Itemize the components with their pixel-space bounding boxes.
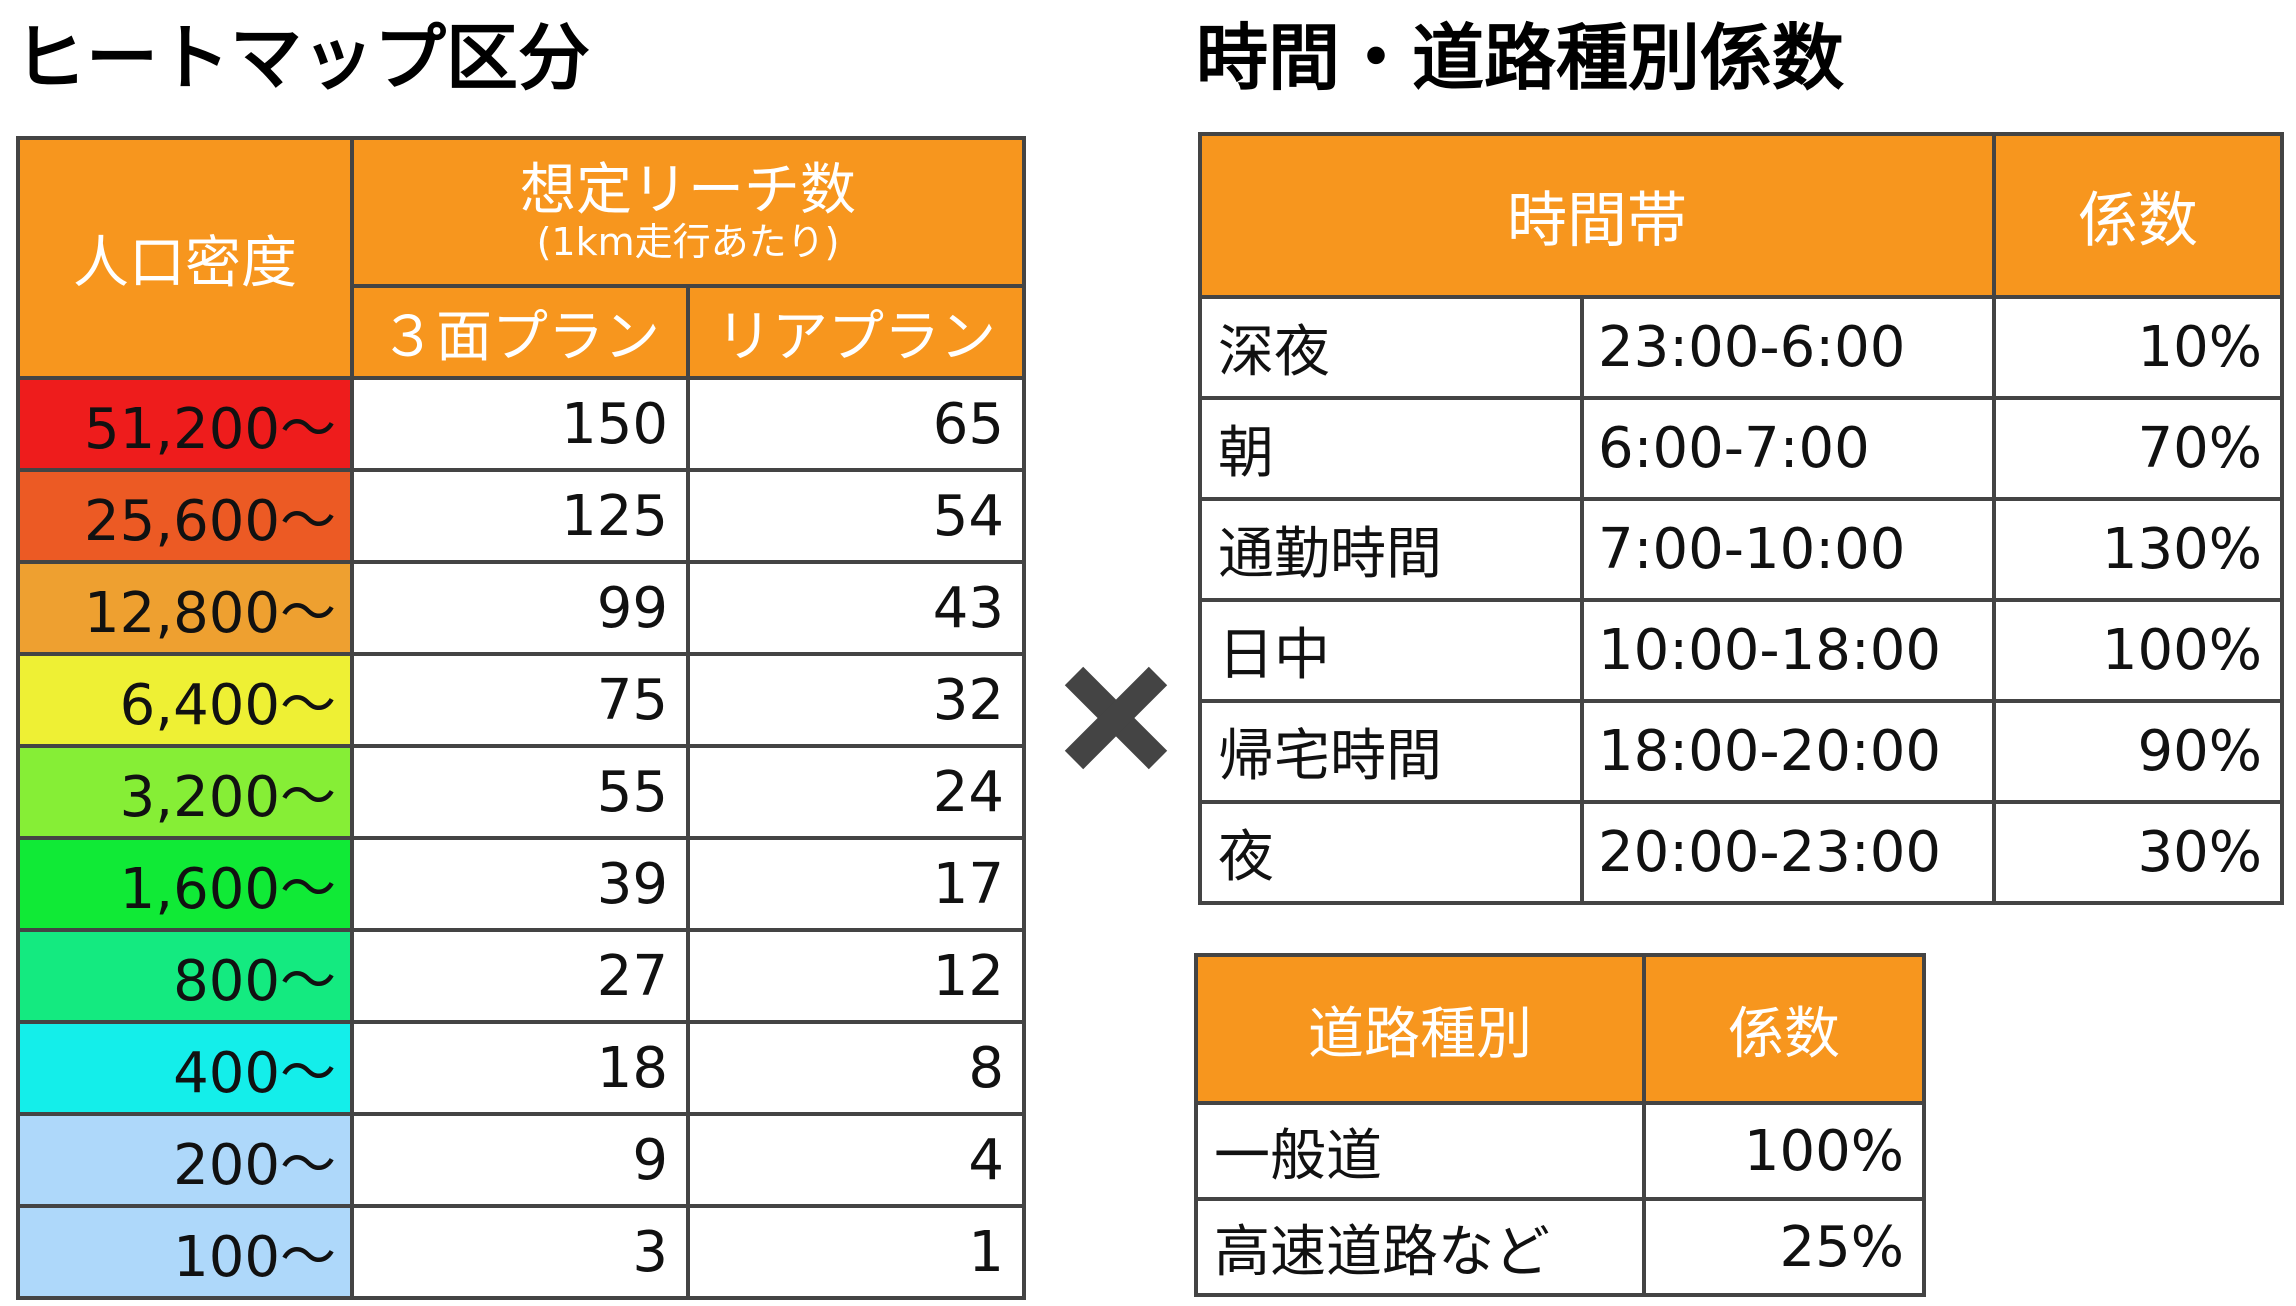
table-row: 通勤時間 7:00-10:00 130% [1198, 497, 2284, 602]
table-row: 帰宅時間 18:00-20:00 90% [1198, 699, 2284, 804]
table-row: 夜 20:00-23:00 30% [1198, 800, 2284, 905]
times-icon [1064, 666, 1168, 770]
header-plan3: ３面プラン [350, 284, 690, 380]
table-row: 12,800〜 99 43 [16, 560, 1026, 656]
time-range-cell: 20:00-23:00 [1580, 800, 1996, 905]
plan3-cell: 9 [350, 1112, 690, 1208]
plan3-cell: 150 [350, 376, 690, 472]
plan3-cell: 39 [350, 836, 690, 932]
density-cell: 12,800〜 [16, 560, 354, 656]
road-name-cell: 高速道路など [1194, 1197, 1646, 1297]
plan3-cell: 27 [350, 928, 690, 1024]
header-time: 時間帯 [1198, 132, 1996, 299]
density-cell: 1,600〜 [16, 836, 354, 932]
rear-cell: 4 [686, 1112, 1026, 1208]
table-row: 日中 10:00-18:00 100% [1198, 598, 2284, 703]
time-name-cell: 朝 [1198, 396, 1584, 501]
table-row: 高速道路など 25% [1194, 1197, 1926, 1297]
time-coef-cell: 30% [1992, 800, 2284, 905]
density-cell: 400〜 [16, 1020, 354, 1116]
rear-cell: 17 [686, 836, 1026, 932]
rear-cell: 1 [686, 1204, 1026, 1300]
time-coef-cell: 70% [1992, 396, 2284, 501]
rear-cell: 54 [686, 468, 1026, 564]
time-range-cell: 6:00-7:00 [1580, 396, 1996, 501]
time-coef-table: 時間帯 係数 深夜 23:00-6:00 10% 朝 6:00-7:00 70% 通勤時間 7… [1198, 132, 2284, 905]
time-range-cell: 10:00-18:00 [1580, 598, 1996, 703]
table-row: 100〜 3 1 [16, 1204, 1026, 1300]
density-cell: 51,200〜 [16, 376, 354, 472]
road-coef-cell: 25% [1642, 1197, 1926, 1297]
header-reach-label: 想定リーチ数 [520, 158, 856, 224]
header-road-coef: 係数 [1642, 953, 1926, 1105]
time-name-cell: 夜 [1198, 800, 1584, 905]
road-coef-cell: 100% [1642, 1101, 1926, 1201]
density-cell: 6,400〜 [16, 652, 354, 748]
heatmap-table: 人口密度 想定リーチ数 (1km走行あたり) ３面プラン リアプラン 51,20… [16, 136, 1026, 1300]
time-coef-cell: 10% [1992, 295, 2284, 400]
header-density: 人口密度 [16, 136, 354, 380]
header-reach: 想定リーチ数 (1km走行あたり) [350, 136, 1026, 288]
rear-cell: 65 [686, 376, 1026, 472]
plan3-cell: 125 [350, 468, 690, 564]
time-name-cell: 日中 [1198, 598, 1584, 703]
header-road: 道路種別 [1194, 953, 1646, 1105]
time-coef-cell: 90% [1992, 699, 2284, 804]
rear-cell: 24 [686, 744, 1026, 840]
header-rear: リアプラン [686, 284, 1026, 380]
road-coef-table: 道路種別 係数 一般道 100% 高速道路など 25% [1194, 953, 1926, 1297]
left-title: ヒートマップ区分 [14, 16, 591, 100]
time-coef-cell: 130% [1992, 497, 2284, 602]
rear-cell: 12 [686, 928, 1026, 1024]
plan3-cell: 75 [350, 652, 690, 748]
density-cell: 100〜 [16, 1204, 354, 1300]
right-title: 時間・道路種別係数 [1196, 16, 1845, 100]
table-row: 400〜 18 8 [16, 1020, 1026, 1116]
time-name-cell: 帰宅時間 [1198, 699, 1584, 804]
plan3-cell: 18 [350, 1020, 690, 1116]
table-row: 25,600〜 125 54 [16, 468, 1026, 564]
plan3-cell: 99 [350, 560, 690, 656]
plan3-cell: 55 [350, 744, 690, 840]
table-row: 3,200〜 55 24 [16, 744, 1026, 840]
table-row: 800〜 27 12 [16, 928, 1026, 1024]
table-row: 6,400〜 75 32 [16, 652, 1026, 748]
road-name-cell: 一般道 [1194, 1101, 1646, 1201]
table-row: 一般道 100% [1194, 1101, 1926, 1201]
time-range-cell: 18:00-20:00 [1580, 699, 1996, 804]
rear-cell: 43 [686, 560, 1026, 656]
density-cell: 25,600〜 [16, 468, 354, 564]
table-row: 200〜 9 4 [16, 1112, 1026, 1208]
table-row: 朝 6:00-7:00 70% [1198, 396, 2284, 501]
density-cell: 3,200〜 [16, 744, 354, 840]
density-cell: 800〜 [16, 928, 354, 1024]
density-cell: 200〜 [16, 1112, 354, 1208]
time-coef-cell: 100% [1992, 598, 2284, 703]
header-reach-sub: (1km走行あたり) [536, 219, 840, 264]
table-row: 51,200〜 150 65 [16, 376, 1026, 472]
time-name-cell: 深夜 [1198, 295, 1584, 400]
header-time-coef: 係数 [1992, 132, 2284, 299]
plan3-cell: 3 [350, 1204, 690, 1300]
time-range-cell: 23:00-6:00 [1580, 295, 1996, 400]
table-row: 深夜 23:00-6:00 10% [1198, 295, 2284, 400]
table-row: 1,600〜 39 17 [16, 836, 1026, 932]
rear-cell: 32 [686, 652, 1026, 748]
rear-cell: 8 [686, 1020, 1026, 1116]
time-range-cell: 7:00-10:00 [1580, 497, 1996, 602]
time-name-cell: 通勤時間 [1198, 497, 1584, 602]
